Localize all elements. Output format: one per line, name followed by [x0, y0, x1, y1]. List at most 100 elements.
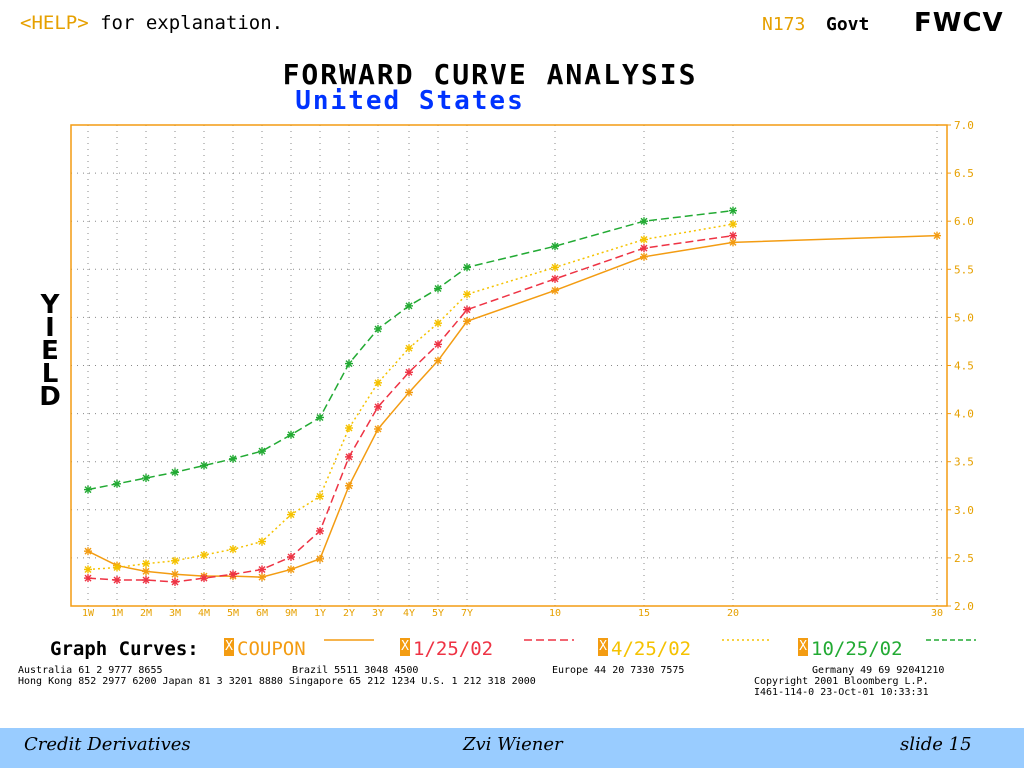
data-point: [640, 244, 648, 253]
series-coupon: [84, 231, 941, 582]
data-point: [463, 290, 471, 299]
x-tick-label: 5M: [227, 608, 239, 619]
data-point: [171, 468, 179, 477]
x-tick-label: 3Y: [372, 608, 384, 619]
legend-item-label: COUPON: [237, 638, 306, 660]
slide-footer: Credit Derivatives Zvi Wiener slide 15: [0, 728, 1024, 768]
data-point: [374, 324, 382, 333]
y-tick-label: 6.0: [954, 215, 974, 228]
forward-curve-chart: 1W 1M 2M 3M 4M 5M 6M 9M 1Y 2Y 3Y 4Y 5Y 7Y 10 15 20 30 2.0…: [70, 119, 974, 619]
x-tick-label: 7Y: [461, 608, 473, 619]
data-point: [316, 492, 324, 501]
data-point: [405, 301, 413, 310]
y-axis-label-letter: D: [39, 382, 61, 412]
y-axis-label-letter: Y: [40, 290, 60, 320]
data-point: [374, 378, 382, 387]
x-tick-label: 30: [931, 608, 943, 619]
legend-checkbox[interactable]: X: [598, 638, 608, 656]
data-point: [200, 574, 208, 583]
data-point: [113, 576, 121, 585]
data-point: [434, 356, 442, 365]
series-line: [87, 234, 734, 583]
x-tick-label: 9M: [285, 608, 297, 619]
x-tick-label: 6M: [256, 608, 268, 619]
legend-item-1-25-02[interactable]: X 1/25/02: [400, 638, 574, 660]
data-point: [84, 485, 92, 494]
x-tick-label: 1M: [111, 608, 123, 619]
sector-label: Govt: [826, 14, 870, 35]
x-tick-label: 4Y: [403, 608, 415, 619]
x-tick-label: 1W: [82, 608, 95, 619]
x-tick-label: 2Y: [343, 608, 355, 619]
data-point: [316, 526, 324, 535]
data-point: [405, 368, 413, 377]
data-point: [640, 252, 648, 261]
legend-item-4-25-02[interactable]: X 4/25/02: [598, 638, 772, 660]
data-point: [463, 263, 471, 272]
data-point: [287, 565, 295, 574]
legend-line-sample: [722, 639, 772, 641]
help-key[interactable]: <HELP>: [20, 12, 89, 34]
data-point: [171, 570, 179, 579]
x-tick-label: 15: [638, 608, 650, 619]
y-axis-label-letter: E: [41, 336, 59, 366]
data-point: [287, 510, 295, 519]
function-code: FWCV: [914, 8, 1004, 38]
legend-item-label: 4/25/02: [611, 638, 692, 660]
y-tick-label: 4.5: [954, 360, 974, 373]
data-point: [345, 424, 353, 433]
data-point: [345, 481, 353, 490]
legend-item-10-25-02[interactable]: X 10/25/02: [798, 638, 976, 660]
contact-info: Australia 61 2 9777 8655 Brazil 5511 304…: [18, 665, 1008, 705]
data-point: [434, 284, 442, 293]
contact-europe: Europe 44 20 7330 7575: [552, 665, 685, 676]
data-point: [434, 340, 442, 349]
copyright: Copyright 2001 Bloomberg L.P.: [754, 676, 929, 687]
legend-checkbox[interactable]: X: [224, 638, 234, 656]
data-point: [171, 556, 179, 565]
y-tick-label: 4.0: [954, 408, 974, 421]
y-tick-label: 3.0: [954, 504, 974, 517]
legend-line-sample: [926, 639, 976, 641]
x-tick-label: 2M: [140, 608, 152, 619]
y-tick-label: 7.0: [954, 119, 974, 132]
data-point: [434, 319, 442, 328]
series-line: [87, 223, 734, 571]
y-tick-label: 6.5: [954, 167, 974, 180]
contact-germany: Germany 49 69 92041210: [812, 665, 945, 676]
data-point: [113, 479, 121, 488]
legend-checkbox[interactable]: X: [400, 638, 410, 656]
footer-course: Credit Derivatives: [24, 734, 191, 755]
help-hint[interactable]: <HELP> for explanation.: [20, 12, 283, 34]
security-code: N173: [762, 14, 806, 35]
series-group: [84, 206, 941, 586]
data-point: [405, 344, 413, 353]
y-tick-label: 3.5: [954, 456, 974, 469]
data-point: [142, 474, 150, 483]
terminal-header: <HELP> for explanation. N173 Govt FWCV: [0, 8, 1024, 40]
data-point: [84, 574, 92, 583]
series-10-25-02: [84, 206, 737, 494]
legend-checkbox[interactable]: X: [798, 638, 808, 656]
chart-grid: [71, 125, 947, 606]
data-point: [374, 424, 382, 433]
data-point: [551, 263, 559, 272]
x-tick-label: 4M: [198, 608, 210, 619]
data-point: [551, 286, 559, 295]
data-point: [463, 305, 471, 314]
y-tick-label: 2.0: [954, 600, 974, 613]
data-point: [229, 545, 237, 554]
data-point: [84, 565, 92, 574]
data-point: [933, 231, 941, 240]
footer-author: Zvi Wiener: [463, 734, 563, 755]
data-point: [316, 554, 324, 563]
data-point: [287, 552, 295, 561]
legend-item-coupon[interactable]: X COUPON: [224, 638, 374, 660]
x-tick-label: 5Y: [432, 608, 444, 619]
data-point: [142, 567, 150, 576]
data-point: [374, 402, 382, 411]
data-point: [142, 559, 150, 568]
data-point: [345, 452, 353, 461]
data-point: [729, 220, 737, 229]
